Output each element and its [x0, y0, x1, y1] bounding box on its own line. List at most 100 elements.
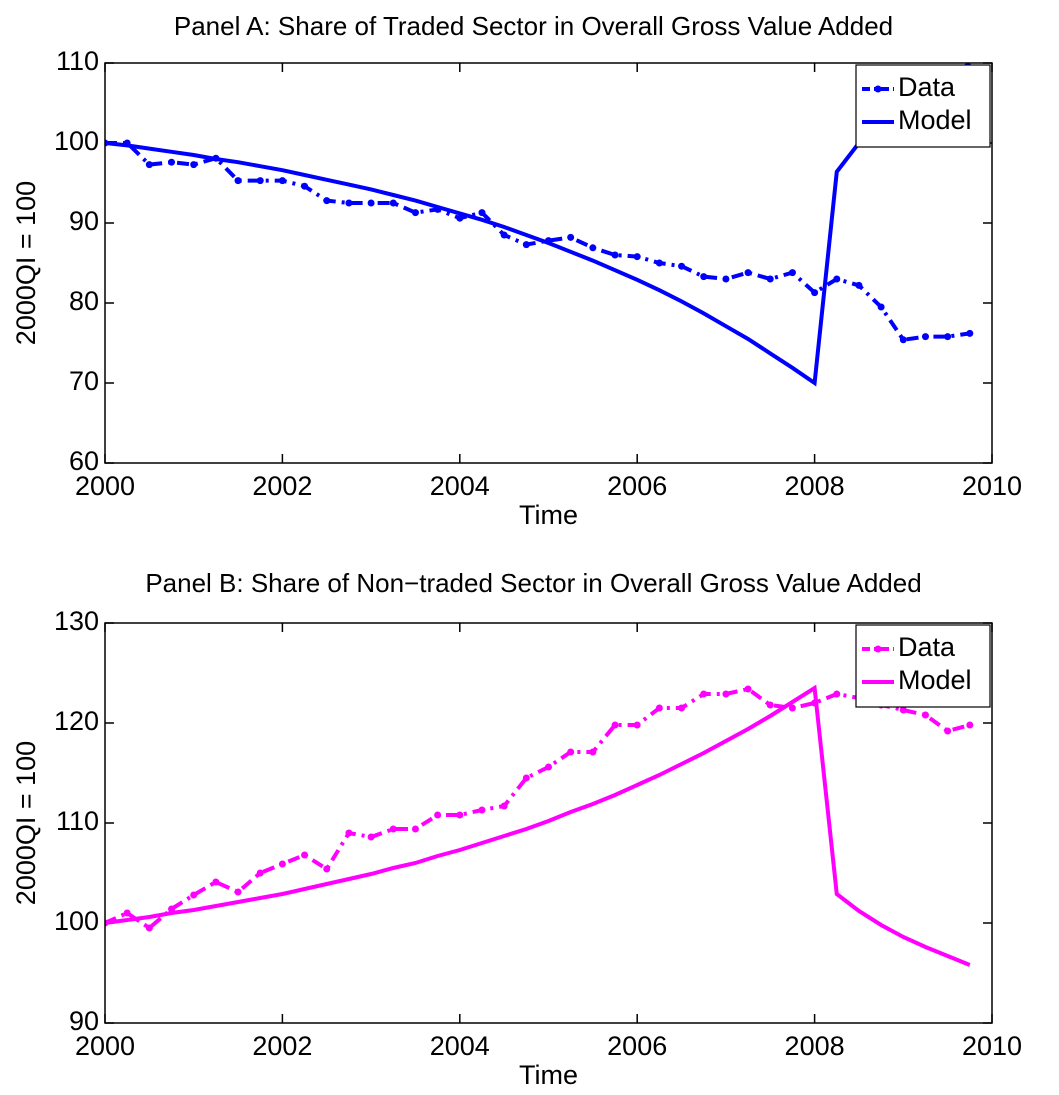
x-tick-label: 2008 — [785, 471, 845, 501]
x-tick-label: 2006 — [607, 1031, 667, 1061]
data-point — [478, 209, 486, 217]
data-point — [456, 214, 464, 222]
x-tick-label: 2002 — [252, 471, 312, 501]
data-point — [833, 690, 841, 698]
data-point — [545, 763, 552, 771]
data-point — [256, 869, 264, 877]
data-point — [190, 161, 198, 169]
data-point — [633, 253, 641, 261]
axes-box — [104, 622, 993, 1024]
data-point — [234, 888, 242, 896]
data-point — [944, 727, 952, 735]
series-line — [105, 63, 971, 387]
x-tick-label: 2002 — [252, 1031, 312, 1061]
series-line — [105, 684, 971, 967]
legend-label: Model — [898, 665, 972, 695]
data-point — [500, 802, 508, 810]
legend-box — [855, 64, 991, 148]
legend-label: Data — [898, 632, 956, 662]
y-tick-label: 100 — [54, 126, 99, 156]
data-point — [766, 701, 774, 709]
y-tick-label: 90 — [69, 1006, 99, 1036]
data-point — [389, 825, 397, 833]
data-point — [389, 199, 397, 207]
data-point — [855, 281, 863, 289]
y-tick-label: 100 — [54, 906, 99, 936]
data-point — [899, 336, 907, 344]
data-point — [655, 704, 663, 712]
data-point — [278, 860, 286, 868]
data-point — [899, 706, 907, 714]
data-point — [478, 806, 486, 814]
x-tick-label: 2004 — [430, 471, 490, 501]
panel: Panel A: Share of Traded Sector in Overa… — [11, 11, 1022, 530]
legend-marker — [874, 85, 882, 93]
data-point — [323, 197, 331, 205]
x-tick-label: 2000 — [75, 1031, 135, 1061]
y-tick-label: 80 — [69, 286, 99, 316]
data-point — [966, 329, 974, 337]
data-point — [522, 241, 530, 249]
data-point — [323, 865, 331, 873]
data-point — [301, 182, 309, 190]
y-tick-label: 110 — [56, 806, 99, 836]
data-point — [278, 177, 286, 185]
data-point — [522, 774, 530, 782]
x-tick-label: 2004 — [430, 1031, 490, 1061]
data-point — [744, 269, 752, 277]
data-point — [301, 851, 309, 859]
legend-marker — [874, 645, 882, 653]
y-tick-label: 130 — [54, 606, 99, 636]
y-tick-label: 60 — [69, 446, 99, 476]
data-point — [123, 909, 131, 917]
x-axis-label: Time — [519, 500, 578, 530]
data-point — [190, 891, 198, 899]
x-tick-label: 2006 — [607, 471, 667, 501]
data-point — [678, 704, 686, 712]
axes-box — [104, 62, 993, 464]
data-point — [500, 231, 508, 239]
legend-box — [855, 624, 991, 708]
chart-title: Panel B: Share of Non−traded Sector in O… — [145, 568, 921, 598]
x-tick-label: 2000 — [75, 471, 135, 501]
data-point — [145, 161, 153, 169]
data-point — [877, 303, 885, 311]
data-point — [833, 275, 841, 283]
data-point — [567, 748, 575, 756]
data-point — [212, 878, 220, 886]
data-point — [766, 275, 774, 283]
data-point — [456, 811, 464, 819]
x-axis-label: Time — [519, 1060, 578, 1090]
data-point — [700, 273, 708, 281]
data-point — [367, 833, 375, 841]
data-point — [589, 244, 597, 252]
y-tick-label: 90 — [69, 206, 99, 236]
y-axis-label: 2000QI = 100 — [11, 181, 41, 345]
y-tick-label: 70 — [69, 366, 99, 396]
data-point — [145, 924, 153, 932]
data-point — [411, 209, 419, 217]
data-point — [367, 199, 375, 207]
data-point — [345, 829, 353, 837]
data-point — [921, 711, 929, 719]
data-point — [944, 333, 952, 341]
legend-label: Model — [898, 105, 972, 135]
y-tick-label: 120 — [54, 706, 99, 736]
legend-label: Data — [898, 72, 956, 102]
data-point — [788, 269, 796, 277]
data-point — [788, 704, 796, 712]
chart-title: Panel A: Share of Traded Sector in Overa… — [174, 11, 893, 41]
x-tick-label: 2010 — [962, 471, 1022, 501]
data-point — [722, 690, 730, 698]
data-point — [722, 275, 730, 283]
data-point — [234, 177, 242, 185]
series-line — [105, 686, 971, 931]
data-point — [744, 685, 752, 693]
data-point — [611, 251, 619, 259]
data-point — [655, 259, 663, 267]
y-axis-label: 2000QI = 100 — [11, 741, 41, 905]
data-point — [567, 233, 575, 241]
